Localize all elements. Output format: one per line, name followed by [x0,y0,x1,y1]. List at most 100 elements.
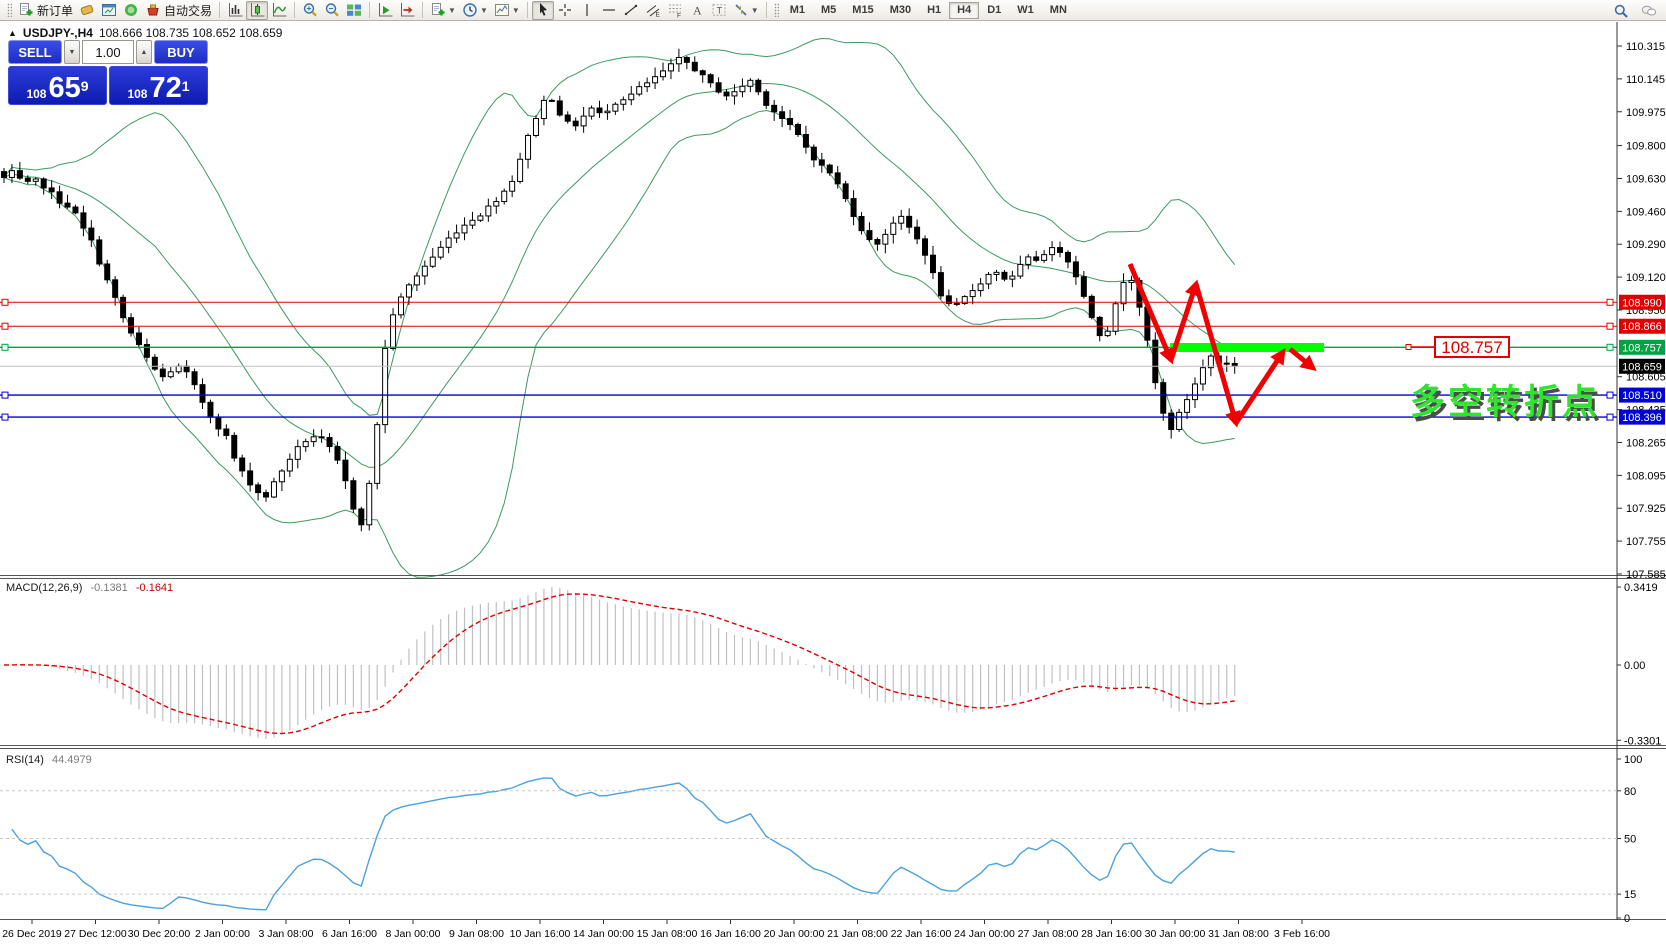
volume-decrease-button[interactable]: ▼ [64,40,80,64]
horizontal-line-button[interactable] [598,1,620,20]
periods-button[interactable]: ▼ [459,1,491,20]
price-tick-label: 109.630 [1626,173,1666,185]
price-axis[interactable] [1617,22,1666,920]
callout-anchor[interactable] [1405,344,1412,350]
macd-axis-label: 0.00 [1624,660,1645,672]
time-axis[interactable] [0,920,1666,945]
line-handle[interactable] [1,322,9,330]
sell-button[interactable]: SELL [8,40,62,64]
price-tick-label: 109.290 [1626,239,1666,251]
trend-arrows[interactable] [1127,263,1317,428]
chart-shift-button[interactable] [396,1,418,20]
timeframe-m30-button[interactable]: M30 [889,4,912,16]
chevron-down-icon[interactable]: ▼ [511,5,520,15]
turning-point-annotation[interactable]: 多空转折点 [1410,383,1601,422]
volume-increase-button[interactable]: ▲ [136,40,152,64]
channel-button[interactable]: E [642,1,664,20]
timeframe-mn-button[interactable]: MN [1049,4,1067,16]
auto-scroll-button[interactable] [374,1,396,20]
text-label-button[interactable]: T [708,1,730,20]
line-handle[interactable] [1,343,9,351]
vertical-line-button[interactable] [576,1,598,20]
price-tick-label: 110.315 [1626,41,1665,53]
timeframe-m5-button[interactable]: M5 [821,4,837,16]
buy-price-button[interactable]: 108 72 1 [109,66,208,105]
bar-chart-button[interactable] [224,1,246,20]
horizontal-level-lines[interactable] [0,298,1617,421]
zoom-out-button[interactable] [321,1,343,20]
search-icon[interactable] [1610,1,1632,20]
fibonacci-button[interactable]: F [664,1,686,20]
chevron-down-icon[interactable]: ▼ [750,5,759,15]
metaeditor-button[interactable] [76,1,98,20]
rsi-pane[interactable] [0,752,1617,918]
buy-button[interactable]: BUY [154,40,208,64]
tile-windows-button[interactable] [343,1,365,20]
cursor-button[interactable] [531,0,554,20]
chat-icon[interactable] [1638,1,1660,20]
svg-text:108.659: 108.659 [1622,361,1662,373]
time-tick-label: 30 Jan 00:00 [1145,928,1206,940]
crosshair-button[interactable] [554,1,576,20]
autotrading-button[interactable]: 自动交易 [142,1,215,20]
trendline-button[interactable] [620,1,642,20]
globe-glyph [125,4,138,16]
line-handle[interactable] [1606,391,1614,399]
line-handle[interactable] [1606,413,1614,421]
new-order-button-label: 新订单 [37,3,74,18]
trend-arrow[interactable] [1193,283,1241,428]
signals-button[interactable] [120,1,142,20]
toolbar-grip[interactable] [7,3,12,17]
chevron-down-icon[interactable]: ▼ [448,5,456,15]
timeframe-m1-button[interactable]: M1 [789,4,805,16]
hline-glyph [602,9,615,11]
autotrading-button-label: 自动交易 [164,3,213,18]
timeframe-w1-button[interactable]: W1 [1017,4,1034,16]
line-chart-button[interactable] [268,1,290,20]
toolbar-grip[interactable] [773,3,779,17]
window-glyph [102,4,117,16]
timeframe-h1-button[interactable]: H1 [927,4,942,16]
shapes-button[interactable]: ▼ [730,1,762,20]
timeframe-d1-button[interactable]: D1 [987,4,1002,16]
price-callout-label[interactable]: 108.757 [1434,336,1510,358]
zoom-in-button[interactable] [299,1,321,20]
price-tick-label: 109.460 [1626,206,1666,218]
line-handle[interactable] [1606,298,1614,306]
indicators-button[interactable]: ▼ [427,1,459,20]
text-button[interactable]: A [686,1,708,20]
candlestick-chart-button[interactable] [246,0,269,20]
gold-glyph [80,4,94,16]
chart-plot-area[interactable] [0,22,1617,575]
trend-arrow[interactable] [1288,347,1317,372]
line-handle[interactable] [1,298,9,306]
price-tick-label: 108.265 [1626,437,1666,449]
symbol-period-label: USDJPY-,H4 [22,26,93,40]
macd-pane[interactable] [0,578,1617,745]
time-tick-label: 22 Jan 16:00 [891,928,952,940]
svg-text:108.396: 108.396 [1622,412,1662,424]
macd-axis-label: -0.3301 [1624,735,1661,747]
volume-input[interactable] [82,40,134,64]
line-handle[interactable] [1,391,9,399]
terminal-button[interactable] [98,1,120,20]
timeframe-m15-button[interactable]: M15 [852,4,874,16]
line-handle[interactable] [1,413,9,421]
curve-glyph [273,3,287,17]
trend-arrow[interactable] [1127,263,1174,365]
line-handle[interactable] [1606,343,1614,351]
highlight-bar[interactable] [1170,343,1324,352]
trend-arrow[interactable] [1233,347,1286,425]
doc-plus-glyph [20,3,33,16]
trend-arrow[interactable] [1168,279,1201,361]
line-handle[interactable] [1606,322,1614,330]
panel-collapse-arrow[interactable]: ▲ [8,28,17,38]
sell-price-button[interactable]: 108 65 9 [8,66,107,105]
templates-button[interactable]: ▼ [491,1,523,20]
timeframe-h4-button[interactable]: H4 [949,1,980,19]
new-order-button[interactable]: 新订单 [15,1,76,20]
chat-glyph [1641,5,1657,15]
chevron-down-icon[interactable]: ▼ [479,5,488,15]
